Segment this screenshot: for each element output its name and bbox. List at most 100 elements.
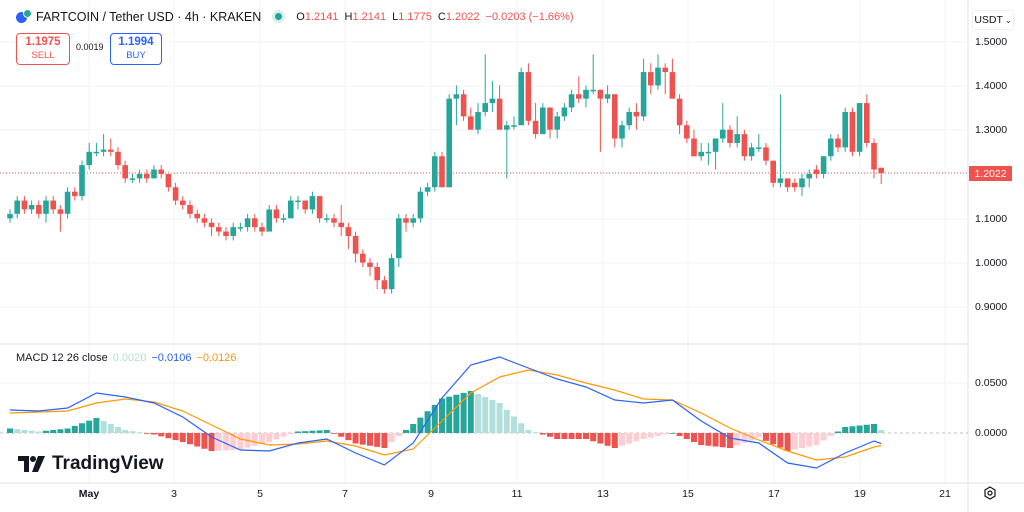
candle [684, 120, 690, 143]
currency-dropdown[interactable]: USDT ⌄ [972, 10, 1014, 30]
histogram-bar [367, 433, 373, 446]
candle [79, 160, 85, 201]
candle-body [453, 94, 460, 99]
time-tick: 17 [768, 488, 780, 500]
candle [712, 138, 719, 170]
candle-body [432, 156, 438, 188]
candle-body [784, 178, 791, 188]
buy-button[interactable]: 1.1994 BUY [110, 33, 162, 65]
candle [763, 142, 769, 166]
candle-body [21, 200, 28, 210]
candle [367, 258, 373, 276]
candle [172, 182, 179, 205]
histogram-bar [417, 417, 424, 433]
histogram-bar [683, 433, 690, 439]
histogram-bar [259, 433, 265, 444]
histogram-bar [35, 431, 42, 433]
candle [360, 249, 366, 268]
macd-tick: 0.0000 [975, 427, 1008, 439]
candle [388, 253, 395, 294]
candle-body [288, 200, 294, 219]
symbol-title[interactable]: FARTCOIN / Tether USD · 4h · KRAKEN [36, 9, 262, 24]
candle-body [482, 103, 488, 112]
histogram-bar [331, 433, 337, 434]
candle-body [597, 89, 604, 99]
candle-body [489, 98, 496, 104]
histogram-bar [489, 400, 496, 433]
histogram-bar [640, 433, 647, 439]
histogram-bar [7, 428, 13, 433]
candle-body [532, 120, 539, 135]
histogram-bar [806, 433, 813, 447]
candle-body [626, 111, 632, 126]
candle-body [338, 222, 344, 228]
candle [50, 196, 56, 214]
candle-body [280, 218, 287, 220]
candle [288, 196, 294, 219]
candle-body [374, 267, 380, 281]
symbol-logo-icon [16, 9, 32, 24]
candle-body [352, 235, 359, 254]
candle [633, 103, 640, 130]
sell-button[interactable]: 1.1975 SELL [16, 33, 70, 65]
candle [705, 142, 712, 166]
candle [108, 138, 114, 157]
candle [583, 85, 589, 108]
histogram-bar [835, 431, 841, 433]
candle [100, 134, 107, 157]
candle [561, 103, 568, 121]
tradingview-logo[interactable]: TradingView [18, 453, 164, 475]
settings-gear-icon[interactable] [983, 486, 997, 500]
candle-body [158, 169, 164, 174]
macd-value: −0.0106 [151, 352, 192, 364]
time-tick: 19 [854, 488, 866, 500]
price-tick: 1.0000 [975, 257, 1008, 269]
histogram-bar [727, 433, 733, 448]
candle-body [165, 173, 172, 188]
candle-body [799, 178, 805, 188]
histogram-bar [856, 425, 863, 433]
candle-body [360, 253, 366, 263]
close-label: C [437, 10, 446, 23]
histogram-bar [467, 391, 474, 433]
histogram-bar [647, 433, 654, 438]
candle [396, 213, 402, 268]
histogram-bar [777, 433, 784, 448]
candle [345, 222, 352, 250]
candle-body [388, 258, 395, 290]
candle [86, 142, 92, 170]
candle-body [518, 72, 524, 126]
candle-body [633, 111, 640, 117]
candle [64, 187, 71, 219]
candle [676, 94, 683, 135]
candle-body [727, 129, 733, 143]
candle [756, 134, 762, 152]
macd-histogram-value: 0.0020 [112, 352, 147, 364]
candle-body [439, 156, 445, 188]
histogram-bar [309, 430, 316, 433]
histogram-bar [86, 420, 93, 433]
candle-body [216, 227, 222, 232]
candle [720, 103, 726, 143]
histogram-bar [741, 433, 748, 443]
histogram-bar [590, 433, 597, 442]
candle [21, 196, 28, 214]
candle [223, 227, 229, 241]
candle [568, 89, 575, 112]
macd-legend[interactable]: MACD 12 26 close 0.0020 −0.0106 −0.0126 [16, 352, 237, 364]
histogram-bar [208, 433, 215, 451]
candle-body [525, 72, 532, 121]
histogram-bar [431, 404, 438, 433]
candle [151, 165, 157, 179]
candle [813, 165, 820, 179]
candle-body [792, 182, 798, 188]
low-label: L [392, 10, 399, 23]
histogram-bar [57, 429, 64, 433]
market-open-status-icon [275, 13, 283, 20]
candle-body [590, 89, 596, 92]
candle [741, 129, 748, 161]
histogram-bar [878, 430, 885, 433]
candle [518, 67, 524, 126]
macd-indicator-name: MACD 12 26 close [16, 352, 108, 364]
